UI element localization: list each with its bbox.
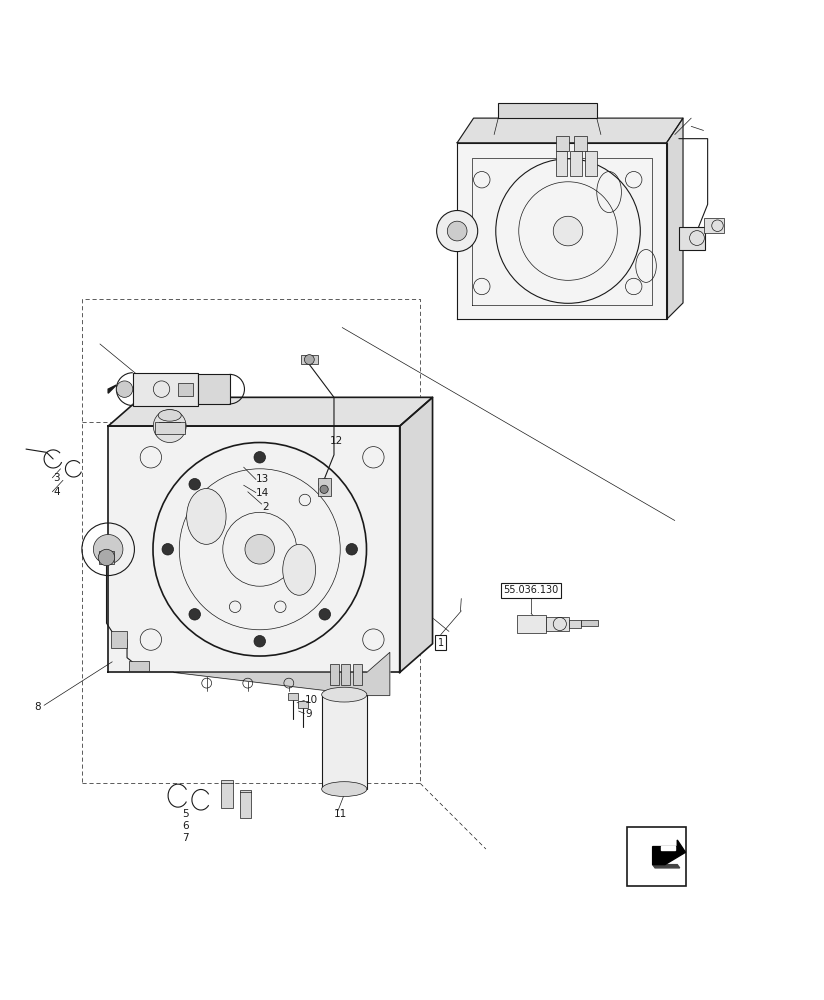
Circle shape bbox=[254, 452, 265, 463]
Text: 55.036.130: 55.036.130 bbox=[503, 585, 559, 595]
Circle shape bbox=[245, 534, 274, 564]
Circle shape bbox=[189, 478, 200, 490]
Bar bbox=[679, 227, 705, 250]
Polygon shape bbox=[661, 846, 675, 850]
Polygon shape bbox=[653, 840, 686, 865]
Bar bbox=[240, 790, 251, 818]
Polygon shape bbox=[174, 652, 390, 695]
Bar bbox=[585, 151, 597, 176]
Bar bbox=[555, 151, 567, 176]
Text: 5: 5 bbox=[182, 809, 189, 819]
Text: 14: 14 bbox=[256, 488, 269, 498]
Bar bbox=[517, 615, 545, 633]
Circle shape bbox=[319, 478, 330, 490]
Bar bbox=[341, 664, 350, 685]
Circle shape bbox=[304, 355, 314, 364]
Bar bbox=[317, 478, 330, 496]
Ellipse shape bbox=[321, 687, 367, 702]
Circle shape bbox=[98, 549, 115, 566]
Ellipse shape bbox=[187, 489, 226, 544]
Circle shape bbox=[320, 485, 328, 493]
Bar bbox=[297, 701, 307, 708]
Bar bbox=[155, 422, 185, 434]
Text: 1: 1 bbox=[438, 638, 444, 648]
Bar bbox=[321, 695, 367, 789]
Bar bbox=[574, 136, 587, 151]
Circle shape bbox=[93, 534, 123, 564]
Bar bbox=[178, 383, 193, 396]
Bar bbox=[222, 780, 233, 808]
Bar bbox=[581, 620, 597, 626]
Text: 3: 3 bbox=[53, 473, 60, 483]
Polygon shape bbox=[653, 865, 680, 868]
Polygon shape bbox=[400, 397, 433, 672]
Circle shape bbox=[162, 544, 174, 555]
Circle shape bbox=[553, 216, 583, 246]
Bar bbox=[99, 551, 114, 564]
Text: 12: 12 bbox=[330, 436, 343, 446]
Polygon shape bbox=[108, 426, 400, 672]
Ellipse shape bbox=[321, 782, 367, 796]
Bar bbox=[627, 827, 686, 886]
Bar bbox=[110, 631, 127, 648]
Bar bbox=[330, 664, 339, 685]
Bar bbox=[570, 151, 582, 176]
Circle shape bbox=[189, 609, 200, 620]
Text: 4: 4 bbox=[53, 487, 60, 497]
Bar bbox=[129, 661, 149, 671]
Text: 8: 8 bbox=[35, 702, 41, 712]
Bar bbox=[555, 136, 569, 151]
Text: 6: 6 bbox=[182, 821, 189, 831]
Polygon shape bbox=[667, 118, 683, 319]
Bar bbox=[499, 103, 597, 118]
Bar bbox=[288, 693, 297, 700]
Circle shape bbox=[116, 381, 133, 397]
Circle shape bbox=[153, 410, 186, 443]
Bar bbox=[133, 373, 199, 406]
Polygon shape bbox=[457, 118, 683, 143]
Circle shape bbox=[346, 544, 358, 555]
Circle shape bbox=[437, 211, 478, 252]
Ellipse shape bbox=[283, 544, 316, 595]
Bar bbox=[545, 617, 569, 631]
Text: 11: 11 bbox=[334, 809, 347, 819]
Bar bbox=[199, 374, 230, 404]
Polygon shape bbox=[108, 397, 433, 426]
Bar bbox=[353, 664, 362, 685]
Polygon shape bbox=[457, 143, 667, 319]
Circle shape bbox=[319, 609, 330, 620]
Text: 13: 13 bbox=[256, 474, 269, 484]
Text: 10: 10 bbox=[305, 695, 318, 705]
Bar bbox=[704, 218, 724, 233]
Text: 7: 7 bbox=[182, 833, 189, 843]
Circle shape bbox=[447, 221, 467, 241]
Ellipse shape bbox=[158, 410, 181, 421]
Text: 2: 2 bbox=[263, 502, 269, 512]
Polygon shape bbox=[108, 385, 116, 393]
Bar bbox=[569, 620, 581, 628]
Bar bbox=[301, 355, 317, 364]
Text: 9: 9 bbox=[305, 709, 311, 719]
Circle shape bbox=[254, 636, 265, 647]
